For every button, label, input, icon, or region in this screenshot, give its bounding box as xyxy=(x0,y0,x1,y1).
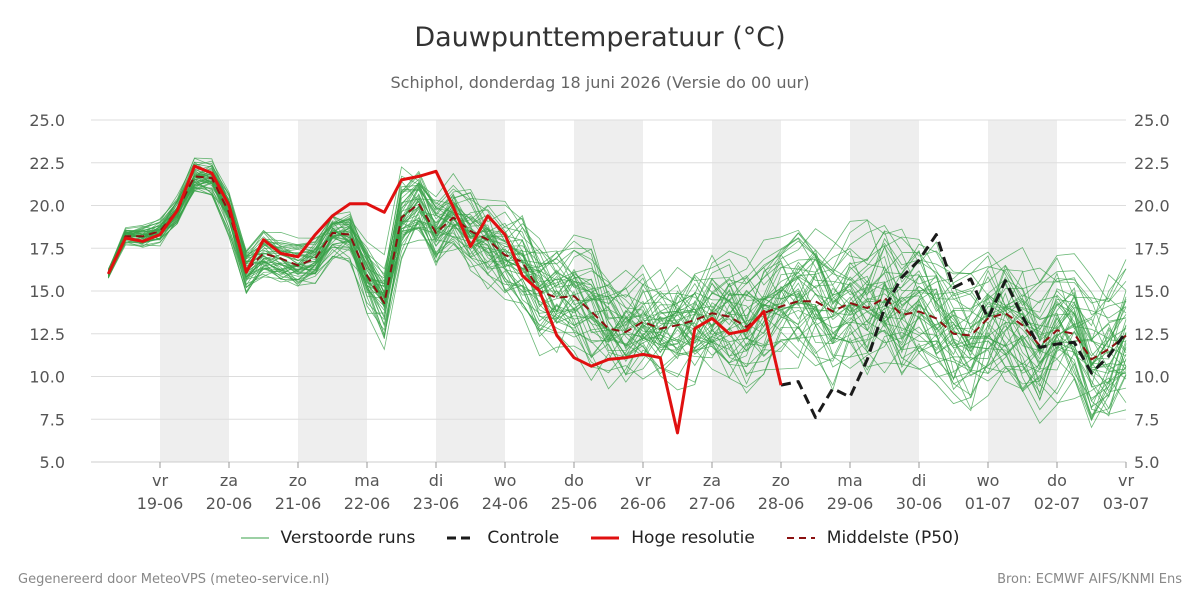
y-tick-label-left-1: 7.5 xyxy=(40,410,65,429)
x-tick-day-4: di xyxy=(429,471,444,490)
x-tick-day-1: za xyxy=(220,471,238,490)
x-tick-day-14: vr xyxy=(1118,471,1134,490)
legend-label-control: Controle xyxy=(487,528,560,548)
perturbed-run-30 xyxy=(107,172,1127,374)
y-tick-label-left-5: 17.5 xyxy=(29,239,65,258)
y-tick-label-right-8: 25.0 xyxy=(1134,111,1170,130)
x-tick-date-7: 26-06 xyxy=(620,494,667,513)
legend-swatch-hres xyxy=(591,536,620,540)
x-tick-day-12: wo xyxy=(977,471,1000,490)
x-tick-date-9: 28-06 xyxy=(758,494,805,513)
legend-swatch-perturbed xyxy=(240,537,269,539)
x-tick-date-10: 29-06 xyxy=(827,494,874,513)
x-tick-date-6: 25-06 xyxy=(551,494,598,513)
footer-generator: Gegenereerd door MeteoVPS (meteo-service… xyxy=(18,572,330,587)
control-line xyxy=(780,233,1128,419)
chart-subtitle: Schiphol, donderdag 18 juni 2026 (Versie… xyxy=(390,73,810,92)
x-tick-day-9: zo xyxy=(772,471,790,490)
legend-swatch-control xyxy=(447,536,476,540)
x-tick-date-5: 24-06 xyxy=(482,494,529,513)
perturbed-run-9 xyxy=(107,157,1127,325)
y-tick-label-right-0: 5.0 xyxy=(1134,453,1159,472)
x-tick-date-3: 22-06 xyxy=(344,494,391,513)
perturbed-run-42 xyxy=(107,166,1127,330)
median-line xyxy=(107,175,1127,361)
hres-line xyxy=(106,164,783,435)
perturbed-run-26 xyxy=(107,161,1127,356)
axes: 5.0 5.0 7.5 7.5 10.0 10.0 12.5 12.5 15.0 15.0 17.5… xyxy=(29,111,1169,513)
legend-label-hres: Hoge resolutie xyxy=(631,528,755,548)
perturbed-run-24 xyxy=(107,186,1127,417)
x-tick-day-2: zo xyxy=(289,471,307,490)
perturbed-run-20 xyxy=(107,174,1127,367)
y-tick-label-left-0: 5.0 xyxy=(40,453,65,472)
y-tick-label-left-7: 22.5 xyxy=(29,154,65,173)
y-tick-label-left-8: 25.0 xyxy=(29,111,65,130)
x-tick-date-11: 30-06 xyxy=(896,494,943,513)
perturbed-run-44 xyxy=(107,176,1127,360)
x-tick-date-0: 19-06 xyxy=(137,494,184,513)
y-tick-label-right-2: 10.0 xyxy=(1134,368,1170,387)
x-tick-day-10: ma xyxy=(837,471,862,490)
x-tick-day-7: vr xyxy=(635,471,651,490)
x-tick-day-6: do xyxy=(564,471,584,490)
perturbed-run-38 xyxy=(107,173,1127,370)
x-tick-date-2: 21-06 xyxy=(275,494,322,513)
legend-item-control[interactable]: Controle xyxy=(447,528,559,548)
legend-item-hres[interactable]: Hoge resolutie xyxy=(591,528,755,548)
y-tick-label-right-7: 22.5 xyxy=(1134,154,1170,173)
main-series xyxy=(106,164,1128,435)
x-tick-day-13: do xyxy=(1047,471,1067,490)
legend-label-median: Middelste (P50) xyxy=(826,528,960,548)
perturbed-run-37 xyxy=(107,189,1127,410)
perturbed-run-23 xyxy=(107,164,1127,348)
x-tick-date-13: 02-07 xyxy=(1034,494,1081,513)
legend: Verstoorde runs Controle Hoge resolutie … xyxy=(0,528,1200,548)
x-tick-date-12: 01-07 xyxy=(965,494,1012,513)
legend-label-perturbed: Verstoorde runs xyxy=(280,528,416,548)
legend-item-median[interactable]: Middelste (P50) xyxy=(786,528,960,548)
footer-source: Bron: ECMWF AIFS/KNMI Ens xyxy=(997,572,1182,587)
legend-swatch-median xyxy=(786,537,815,539)
y-tick-label-left-4: 15.0 xyxy=(29,282,65,301)
perturbed-run-32 xyxy=(107,179,1127,429)
y-tick-label-left-3: 12.5 xyxy=(29,325,65,344)
perturbed-run-47 xyxy=(107,186,1127,404)
x-tick-day-8: za xyxy=(703,471,721,490)
x-tick-day-5: wo xyxy=(494,471,517,490)
y-tick-label-right-5: 17.5 xyxy=(1134,239,1170,258)
chart-title: Dauwpunttemperatuur (°C) xyxy=(414,22,786,53)
y-tick-label-right-6: 20.0 xyxy=(1134,197,1170,216)
y-tick-label-left-6: 20.0 xyxy=(29,197,65,216)
y-tick-label-right-4: 15.0 xyxy=(1134,282,1170,301)
perturbed-run-45 xyxy=(107,160,1127,314)
perturbed-run-28 xyxy=(107,171,1127,369)
perturbed-run-49 xyxy=(107,184,1127,422)
y-tick-label-right-1: 7.5 xyxy=(1134,410,1159,429)
x-tick-day-0: vr xyxy=(152,471,168,490)
x-tick-date-8: 27-06 xyxy=(689,494,736,513)
x-tick-date-14: 03-07 xyxy=(1103,494,1150,513)
perturbed-run-41 xyxy=(107,165,1127,357)
y-tick-label-left-2: 10.0 xyxy=(29,368,65,387)
legend-item-perturbed[interactable]: Verstoorde runs xyxy=(240,528,416,548)
y-tick-label-right-3: 12.5 xyxy=(1134,325,1170,344)
x-tick-day-11: di xyxy=(912,471,927,490)
x-tick-date-4: 23-06 xyxy=(413,494,460,513)
x-tick-date-1: 20-06 xyxy=(206,494,253,513)
x-tick-day-3: ma xyxy=(354,471,379,490)
